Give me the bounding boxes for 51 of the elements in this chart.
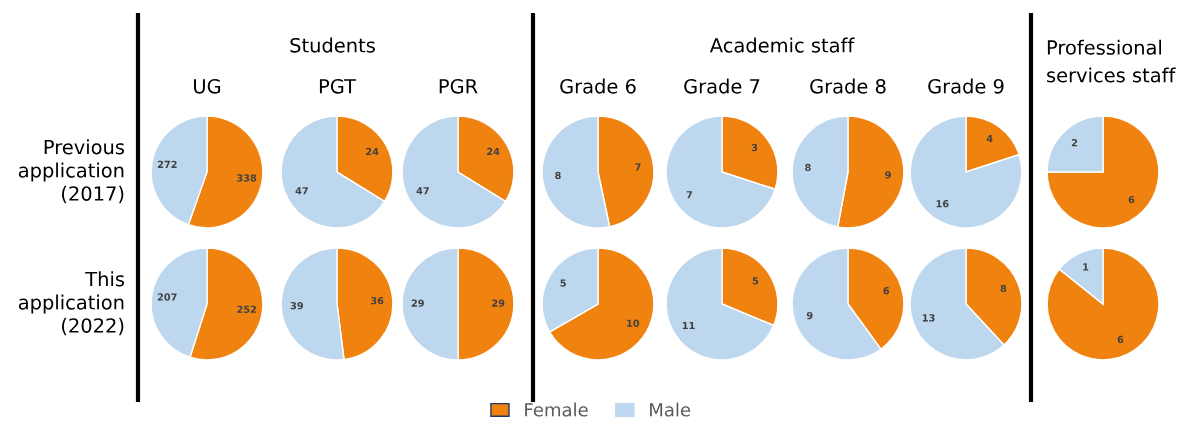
data-label: 16: [936, 200, 949, 208]
data-label: 13: [922, 314, 935, 322]
pie-slice: [665, 115, 776, 229]
data-label: 8: [1000, 284, 1007, 293]
chart-title: Grade 9: [928, 78, 1004, 94]
data-label: 11: [682, 321, 695, 330]
legend-label: Male: [650, 402, 691, 417]
chart-title: Professional services staff: [1047, 39, 1176, 83]
chart-title: Grade 8: [810, 78, 886, 94]
chart-title: PGT: [319, 78, 357, 94]
data-label: 36: [371, 296, 384, 305]
text: Students: [290, 37, 375, 53]
data-label: 5: [752, 277, 759, 285]
chart-title: Grade 6: [560, 78, 636, 94]
data-label: 8: [555, 171, 561, 180]
data-label: 3: [751, 143, 758, 152]
data-label: 24: [487, 147, 500, 156]
data-label: 8: [805, 163, 811, 172]
data-label: 5: [560, 279, 566, 287]
text: Academic staff: [709, 37, 855, 53]
pie-slice: [1046, 115, 1160, 229]
text: This application (2022): [18, 271, 125, 336]
data-label: 10: [627, 319, 640, 327]
data-label: 7: [686, 191, 693, 199]
data-label: 47: [295, 187, 308, 195]
data-label: 29: [411, 299, 424, 307]
data-label: 2: [1071, 139, 1078, 147]
data-label: 1: [1083, 263, 1089, 271]
pie-slice: [1046, 247, 1160, 361]
data-label: 29: [492, 299, 505, 307]
chart-title: UG: [194, 78, 221, 94]
data-label: 4: [986, 135, 993, 143]
text: Previous application (2017): [18, 139, 125, 204]
data-label: 7: [635, 163, 641, 171]
data-label: 24: [366, 147, 379, 156]
data-label: 6: [883, 287, 890, 295]
data-label: 47: [416, 187, 429, 195]
pie-slice: [665, 247, 775, 361]
data-label: 252: [237, 305, 257, 313]
data-label: 338: [237, 174, 257, 182]
data-label: 6: [1117, 335, 1124, 344]
chart-title: Grade 7: [684, 78, 760, 94]
data-label: 272: [157, 160, 177, 168]
data-label: 9: [806, 311, 813, 320]
data-label: 207: [157, 293, 177, 301]
chart-title: PGR: [439, 78, 478, 94]
pie-slice: [909, 115, 1023, 229]
data-label: 9: [885, 171, 891, 179]
data-label: 39: [290, 301, 303, 310]
legend-label: Female: [525, 402, 588, 417]
data-label: 6: [1128, 195, 1135, 204]
